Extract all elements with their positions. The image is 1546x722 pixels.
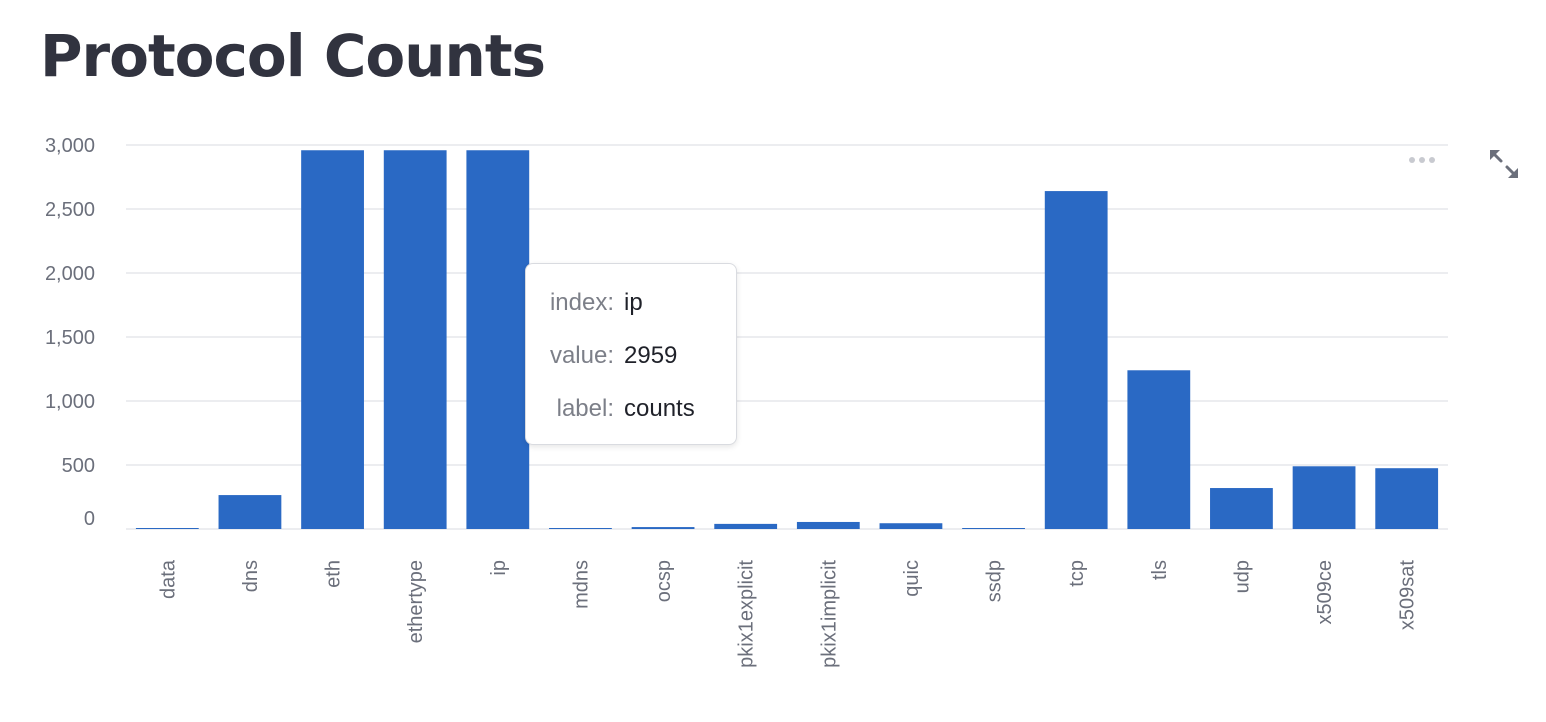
bar [796, 521, 860, 529]
tooltip-value: ip [624, 289, 643, 316]
x-tick-label: udp [1231, 560, 1253, 593]
x-tick-label: pkix1implicit [818, 560, 840, 668]
tooltip-row-value: value: 2959 [526, 341, 677, 371]
y-tick-label: 1,500 [45, 327, 95, 349]
tooltip-key: label: [556, 395, 614, 422]
x-tick-label: eth [323, 560, 345, 588]
x-tick-label: ssdp [984, 560, 1006, 602]
bar [962, 528, 1025, 529]
expand-arrows-icon [1490, 150, 1518, 178]
y-tick-label: 0 [84, 508, 95, 530]
x-tick-label: data [157, 559, 179, 599]
bar [714, 523, 778, 529]
x-tick-label: pkix1explicit [736, 560, 758, 668]
x-tick-label: ip [488, 560, 510, 576]
expand-icon[interactable] [1486, 146, 1522, 182]
tooltip-row-index: index: ip [526, 288, 643, 318]
bar [1127, 370, 1191, 529]
bar [383, 150, 447, 530]
y-tick-label: 2,000 [45, 263, 95, 285]
bar [1292, 466, 1356, 529]
tooltip-key: value: [549, 342, 614, 369]
bar [1044, 191, 1108, 529]
y-tick-label: 1,000 [45, 391, 95, 413]
y-tick-label: 2,500 [45, 199, 95, 221]
bar [1375, 468, 1439, 529]
y-tick-label: 3,000 [45, 135, 95, 157]
chart-tooltip: index: ip value: 2959 label: counts [525, 263, 737, 445]
bar [218, 495, 282, 529]
x-tick-label: ethertype [405, 560, 427, 643]
y-tick-label: 500 [62, 455, 95, 477]
more-dot-icon [1409, 157, 1415, 163]
x-tick-label: tls [1149, 560, 1171, 580]
tooltip-key: index: [549, 289, 614, 316]
bar [301, 150, 364, 530]
x-tick-label: dns [240, 560, 262, 592]
bar [466, 150, 530, 530]
x-tick-label: tcp [1066, 560, 1088, 587]
x-tick-label: mdns [570, 560, 592, 609]
page-title: Protocol Counts [40, 22, 546, 90]
bar [631, 527, 695, 529]
x-tick-label: x509sat [1397, 560, 1419, 630]
tooltip-value: counts [624, 395, 695, 422]
more-dot-icon [1419, 157, 1425, 163]
x-tick-label: x509ce [1314, 560, 1336, 625]
more-options-icon[interactable] [1404, 150, 1440, 170]
tooltip-value: 2959 [624, 342, 678, 369]
tooltip-row-label: label: counts [526, 394, 695, 424]
bar [879, 523, 943, 529]
x-tick-label: ocsp [653, 560, 675, 602]
x-tick-label: quic [901, 560, 923, 597]
bar [549, 528, 612, 529]
bar [1210, 488, 1273, 529]
more-dot-icon [1429, 157, 1435, 163]
bar [135, 528, 199, 529]
